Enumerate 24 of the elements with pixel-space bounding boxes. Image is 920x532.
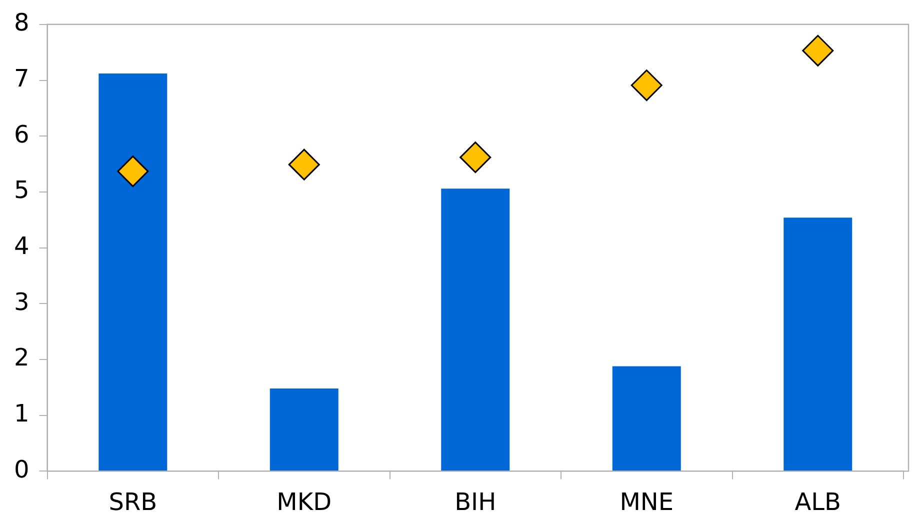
bar: [441, 188, 510, 471]
x-tick-label: ALB: [794, 488, 842, 516]
point: [117, 156, 149, 188]
y-tick-label: 0: [14, 455, 30, 484]
bar: [98, 74, 168, 471]
point: [630, 70, 662, 102]
point: [288, 148, 320, 180]
y-tick-label: 5: [14, 176, 30, 204]
x-tick-label: MKD: [276, 488, 332, 516]
x-tick-label: BIH: [454, 488, 496, 516]
x-tick-label: SRB: [108, 488, 158, 516]
y-tick-label: 8: [14, 8, 30, 37]
y-tick-label: 3: [14, 288, 30, 316]
bar: [784, 218, 852, 471]
bar: [270, 388, 338, 471]
x-tick-label: MNE: [620, 488, 674, 516]
y-tick-label: 6: [14, 120, 30, 148]
point: [802, 34, 834, 66]
y-tick-label: 1: [14, 400, 30, 428]
bar: [612, 366, 681, 471]
point: [460, 142, 492, 174]
y-tick-label: 4: [14, 232, 30, 260]
y-tick-label: 7: [14, 64, 30, 92]
y-tick-label: 2: [14, 344, 30, 372]
